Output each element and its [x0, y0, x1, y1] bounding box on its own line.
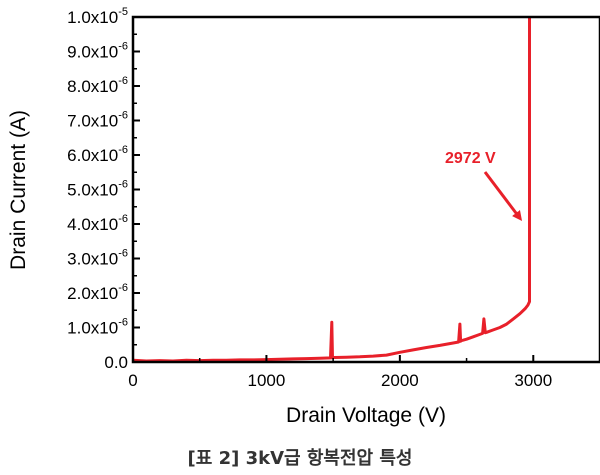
- y-tick-label: 5.0x10-6: [67, 179, 128, 200]
- x-tick-label: 1000: [248, 371, 286, 390]
- x-tick-label: 3000: [514, 371, 552, 390]
- y-tick-label: 8.0x10-6: [67, 75, 128, 96]
- y-tick-label: 1.0x10-5: [67, 6, 128, 27]
- x-tick-label: 2000: [381, 371, 419, 390]
- y-tick-label: 0.0: [104, 353, 128, 372]
- breakdown-annotation-arrow: [483, 171, 523, 221]
- figure-caption: [표 2] 3kV급 항복전압 특성: [187, 448, 413, 469]
- breakdown-annotation-label: 2972 V: [445, 150, 496, 167]
- breakdown-voltage-chart: 0 1000 2000 3000 0.0 1.0x10-6 2.0x10-6 3.0x10-…: [7, 6, 600, 427]
- y-axis-title: Drain Current (A): [7, 110, 30, 270]
- y-tick-label: 7.0x10-6: [67, 110, 128, 131]
- x-tick-label: 0: [128, 371, 137, 390]
- y-tick-label: 6.0x10-6: [67, 144, 128, 165]
- y-tick-label: 2.0x10-6: [67, 282, 128, 303]
- series-line-0: [132, 17, 531, 363]
- y-tick-label: 4.0x10-6: [67, 213, 128, 234]
- y-tick-label: 3.0x10-6: [67, 248, 128, 269]
- x-axis-title: Drain Voltage (V): [286, 404, 446, 427]
- y-tick-label: 1.0x10-6: [67, 317, 128, 338]
- y-tick-label: 9.0x10-6: [67, 41, 128, 62]
